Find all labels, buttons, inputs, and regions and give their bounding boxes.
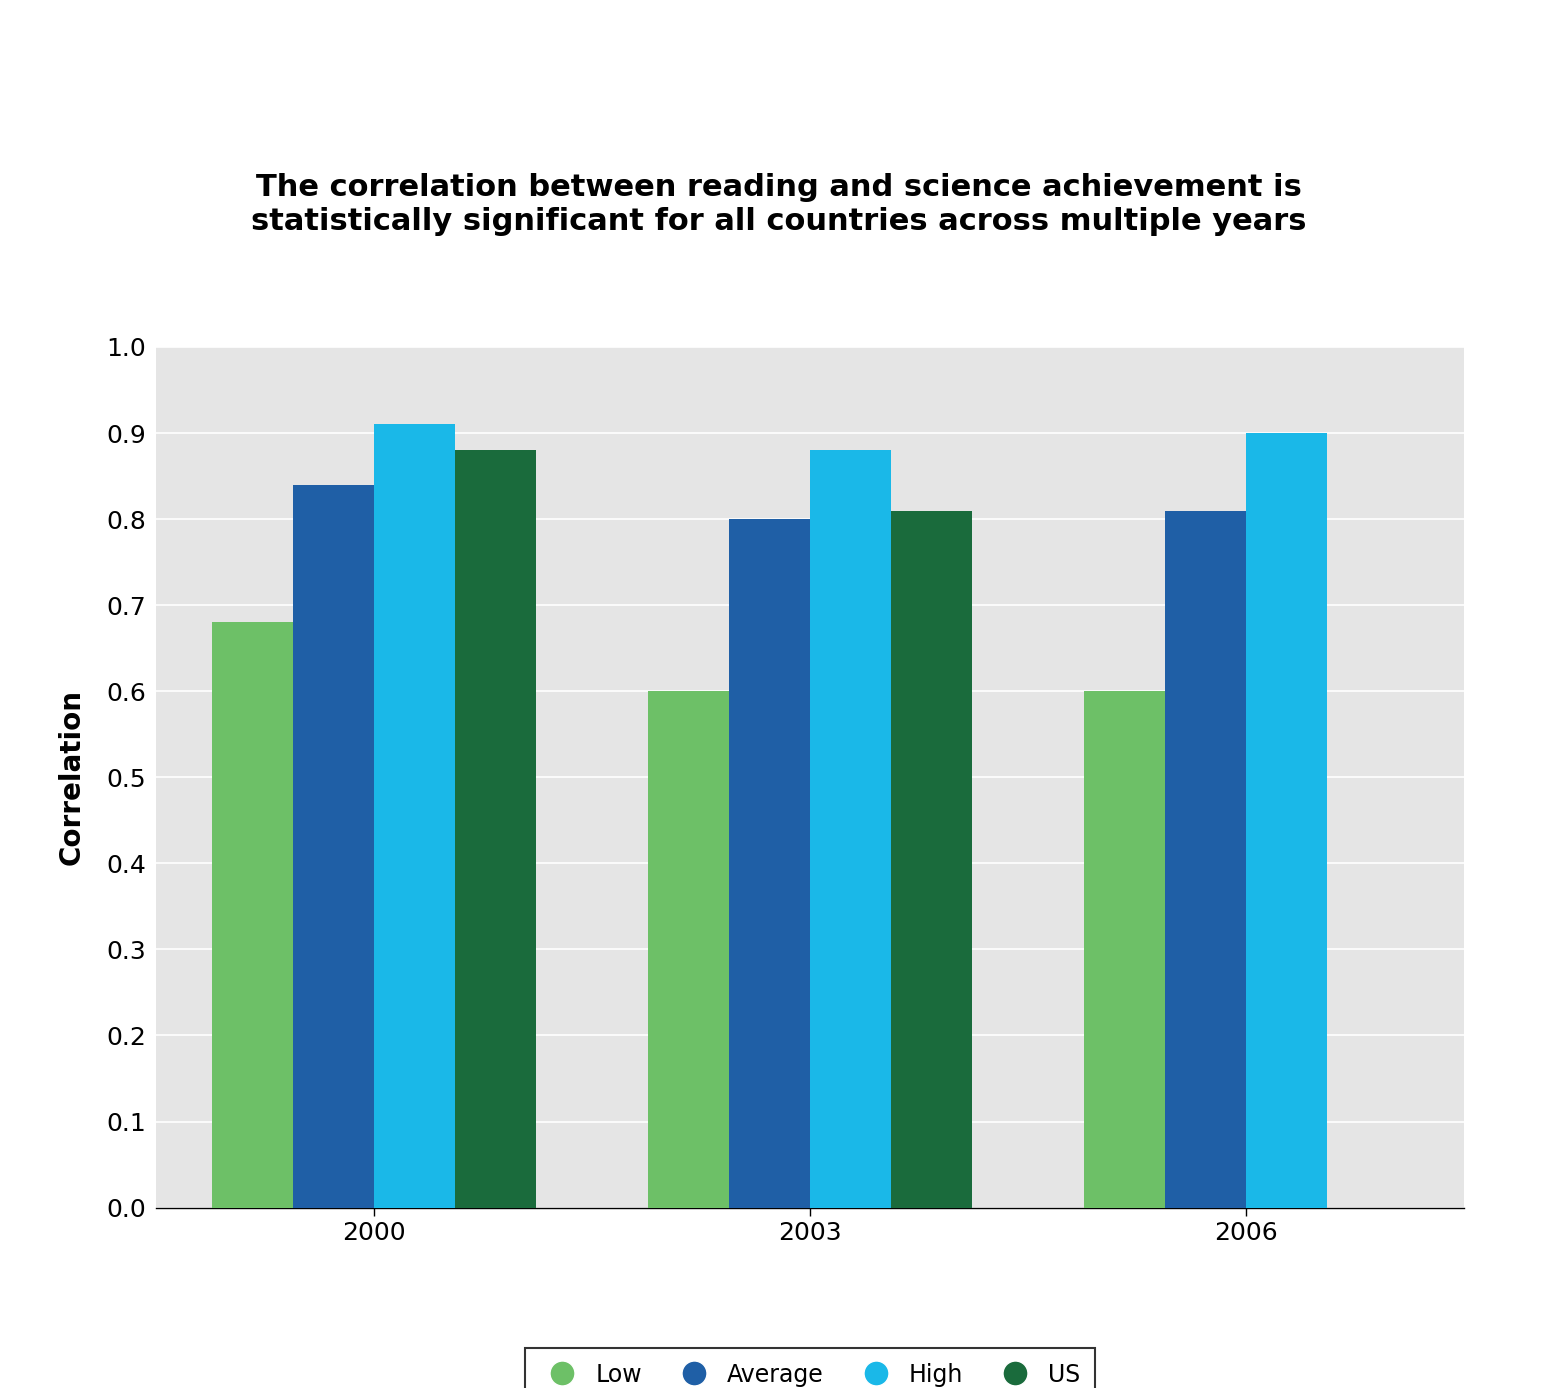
Bar xyxy=(891,511,972,1208)
Bar xyxy=(648,691,729,1208)
Bar xyxy=(1084,691,1165,1208)
Bar xyxy=(810,450,891,1208)
Text: The correlation between reading and science achievement is
statistically signifi: The correlation between reading and scie… xyxy=(251,174,1306,236)
Y-axis label: Correlation: Correlation xyxy=(58,690,86,865)
Bar xyxy=(729,519,810,1208)
Bar xyxy=(374,425,455,1208)
Bar xyxy=(293,484,374,1208)
Legend: Low, Average, High, US: Low, Average, High, US xyxy=(525,1349,1095,1388)
Bar xyxy=(1165,511,1246,1208)
Bar xyxy=(212,622,293,1208)
Bar xyxy=(1246,433,1327,1208)
Bar xyxy=(455,450,536,1208)
